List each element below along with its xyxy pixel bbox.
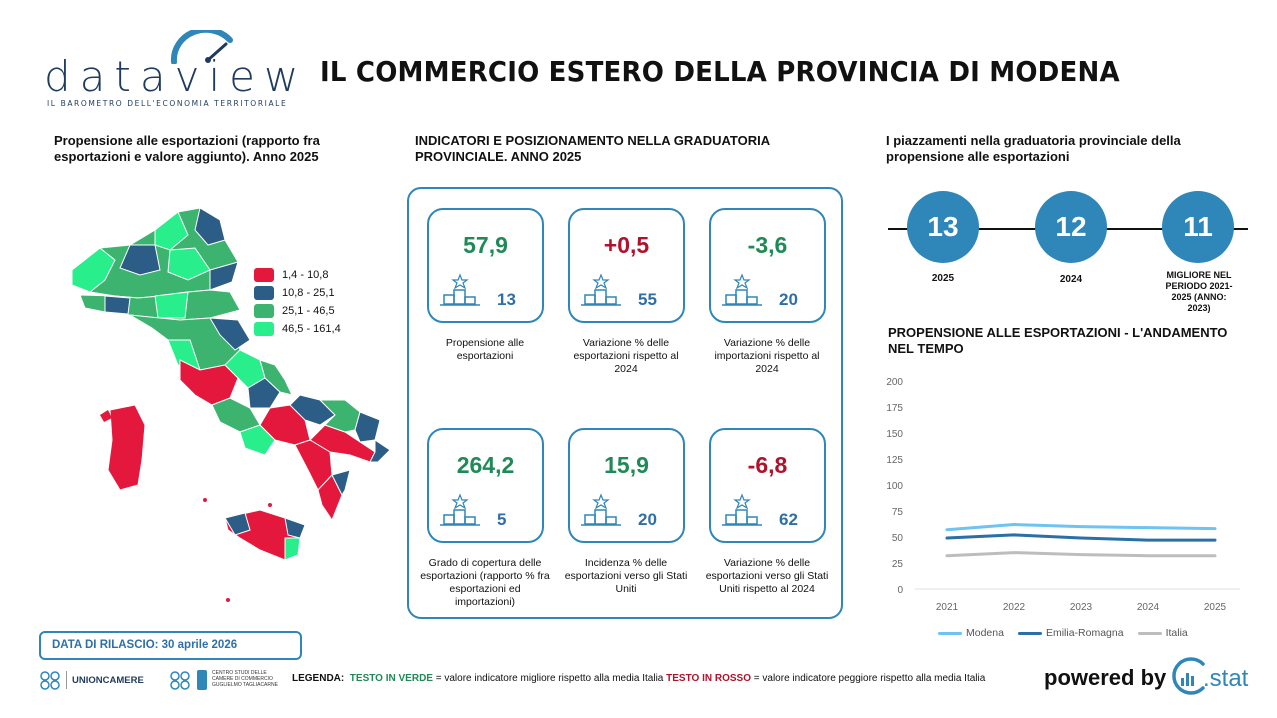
podium-icon [440,493,480,526]
y-tick-label: 175 [886,403,903,414]
indicator-value: 57,9 [463,232,508,258]
y-tick-label: 0 [897,585,903,596]
trend-title: PROPENSIONE ALLE ESPORTAZIONI - L'ANDAME… [888,325,1228,356]
podium-icon [722,493,762,526]
series-line-italia [945,551,1217,558]
podium-icon [581,273,621,306]
rank-label-best: MIGLIORE NEL PERIODO 2021-2025 (ANNO: 20… [1165,270,1233,313]
powered-by-label: powered by [1044,665,1167,690]
x-tick-label: 2022 [1003,602,1026,613]
logo-wordmark: dataview [44,52,308,101]
logo-gauge-icon [170,30,233,64]
indicator-rank: 55 [638,290,657,309]
unioncamere-label: UNIONCAMERE [72,675,144,686]
indicator-card: +0,5 55 [568,208,685,323]
y-tick-label: 75 [892,507,904,518]
indicator-rank: 20 [638,510,657,529]
trend-legend: Modena Emilia-Romagna Italia [938,627,1202,639]
indicator-description: Variazione % delle esportazioni verso gl… [705,557,829,595]
indicator-description: Grado di copertura delle esportazioni (r… [420,557,550,608]
y-tick-label: 50 [892,533,904,544]
map-legend-item: 25,1 - 46,5 [254,302,341,320]
x-tick-label: 2024 [1137,602,1160,613]
rank-circle-2025: 13 [907,191,979,263]
map-legend-item: 1,4 - 10,8 [254,266,341,284]
indicator-card: -6,8 62 [709,428,826,543]
y-tick-label: 100 [886,481,903,492]
indicator-rank: 20 [779,290,798,309]
rank-label-2024: 2024 [1059,274,1083,285]
legend-emilia-romagna: Emilia-Romagna [1017,627,1124,639]
map-legend-item: 46,5 - 161,4 [254,320,341,338]
x-tick-label: 2023 [1070,602,1093,613]
rank-circle-best: 11 [1162,191,1234,263]
page-title: IL COMMERCIO ESTERO DELLA PROVINCIA DI M… [320,55,1120,88]
centro-studi-logo-icon [170,671,190,690]
legend-italia: Italia [1137,627,1188,639]
indicator-value: 15,9 [604,452,649,478]
indicator-value: -3,6 [747,232,788,258]
series-line-emilia-romagna [945,533,1217,542]
indicators-title: INDICATORI E POSIZIONAMENTO NELLA GRADUA… [415,133,770,164]
y-tick-label: 200 [886,377,903,388]
indicator-value: +0,5 [603,232,650,258]
indicator-rank: 13 [497,290,516,309]
podium-icon [440,273,480,306]
rank-circle-2024: 12 [1035,191,1107,263]
x-tick-label: 2025 [1204,602,1227,613]
y-tick-label: 25 [892,559,904,570]
x-tick-label: 2021 [936,602,959,613]
cstat-logo-icon [1172,657,1205,695]
logo-subtitle: IL BAROMETRO DELL'ECONOMIA TERRITORIALE [47,99,288,108]
trend-line-chart: 0 25 50 75 100 125 150 175 200 2021 2022 2023 2024 20… [886,377,1240,613]
podium-icon [581,493,621,526]
unioncamere-logo-icon [40,671,60,690]
y-tick-label: 150 [886,429,903,440]
ranking-title: I piazzamenti nella graduatoria provinci… [886,133,1181,164]
indicator-value: 264,2 [456,452,515,478]
podium-icon [722,273,762,306]
indicator-description: Variazione % delle esportazioni rispetto… [573,337,679,375]
indicator-card: 15,9 20 [568,428,685,543]
centro-studi-label: CENTRO STUDI DELLE CAMERE DI COMMERCIO G… [212,670,278,688]
footer-legend: LEGENDA: TESTO IN VERDE = valore indicat… [292,673,986,684]
italy-choropleth-map [71,207,390,602]
indicator-card: -3,6 20 [709,208,826,323]
map-legend-item: 10,8 - 25,1 [254,284,341,302]
map-legend: 1,4 - 10,8 10,8 - 25,1 25,1 - 46,5 46,5 … [254,266,341,338]
indicator-description: Variazione % delle importazioni rispetto… [714,337,820,375]
indicators-panel [407,187,843,619]
indicator-value: -6,8 [747,452,788,478]
rank-label-2025: 2025 [931,273,955,284]
y-tick-label: 125 [886,455,903,466]
indicator-rank: 62 [779,510,798,529]
indicator-card: 57,9 13 [427,208,544,323]
indicator-rank: 5 [497,510,507,529]
legend-modena: Modena [938,627,1004,639]
map-title: Propensione alle esportazioni (rapporto … [54,133,320,164]
series-line-modena [945,523,1217,532]
centro-studi-mark-icon [197,670,207,690]
indicator-card: 264,2 5 [427,428,544,543]
cstat-brand: .stat [1203,665,1249,692]
indicator-description: Propensione alle esportazioni [445,337,525,362]
indicator-description: Incidenza % delle esportazioni verso gli… [564,557,688,595]
release-date-badge: DATA DI RILASCIO: 30 aprile 2026 [39,631,302,660]
